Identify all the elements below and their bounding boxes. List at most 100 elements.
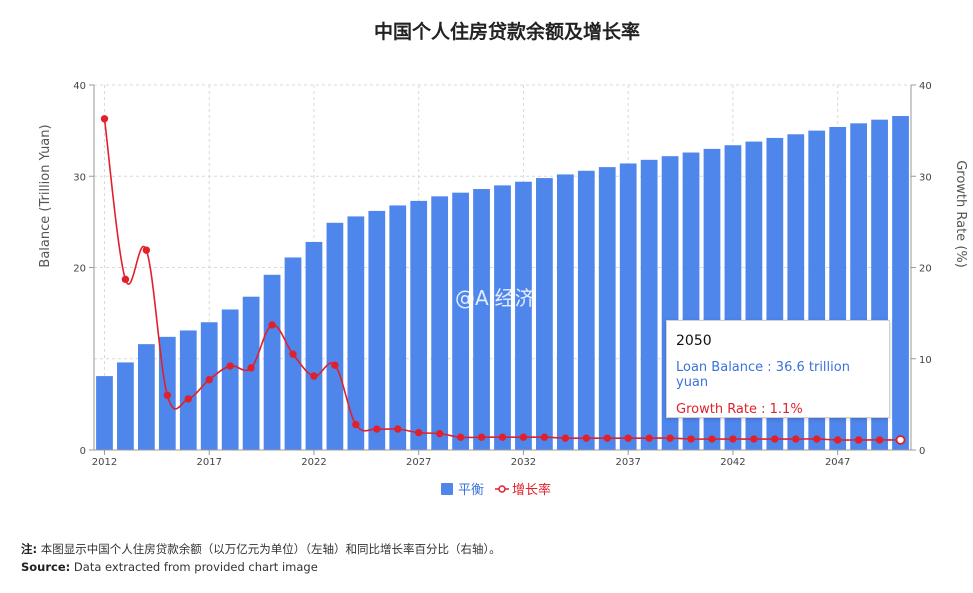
footnote-note-label: 注: bbox=[21, 542, 38, 556]
growth-point-2030[interactable] bbox=[477, 433, 486, 441]
growth-point-2020[interactable] bbox=[268, 321, 276, 329]
growth-point-2047[interactable] bbox=[833, 436, 842, 444]
footnote-source-text: Data extracted from provided chart image bbox=[73, 560, 318, 574]
growth-point-2024[interactable] bbox=[352, 420, 360, 429]
growth-point-2027[interactable] bbox=[415, 428, 423, 437]
footnote-source: Source: Data extracted from provided cha… bbox=[21, 558, 501, 576]
growth-point-2041[interactable] bbox=[708, 435, 716, 443]
bar-2033[interactable] bbox=[536, 178, 553, 450]
footnote-note-text: 本图显示中国个人住房贷款余额（以万亿元为单位）（左轴）和同比增长率百分比（右轴）… bbox=[40, 542, 501, 556]
x-tick-label: 2037 bbox=[615, 457, 640, 468]
x-tick-label: 2032 bbox=[511, 457, 536, 468]
bar-2027[interactable] bbox=[410, 200, 428, 450]
bar-2017[interactable] bbox=[200, 322, 218, 450]
bar-2038[interactable] bbox=[640, 159, 658, 450]
bar-2032[interactable] bbox=[515, 181, 532, 450]
chart-title: 中国个人住房贷款余额及增长率 bbox=[374, 20, 640, 43]
growth-point-2034[interactable] bbox=[561, 434, 570, 442]
right-tick-label: 40 bbox=[919, 81, 932, 92]
footnote-source-label: Source: bbox=[21, 560, 71, 574]
bar-2014[interactable] bbox=[137, 344, 155, 450]
x-tick-label: 2042 bbox=[720, 457, 745, 468]
bar-2018[interactable] bbox=[221, 309, 239, 450]
legend-label-growth[interactable]: 增长率 bbox=[512, 482, 551, 498]
bar-2016[interactable] bbox=[179, 330, 197, 450]
bar-2019[interactable] bbox=[242, 296, 260, 450]
growth-point-2019[interactable] bbox=[247, 364, 255, 372]
bar-2028[interactable] bbox=[431, 196, 449, 450]
growth-point-2038[interactable] bbox=[645, 434, 653, 442]
growth-point-2025[interactable] bbox=[373, 425, 381, 433]
right-tick-label: 10 bbox=[919, 355, 932, 366]
growth-line-path bbox=[103, 118, 901, 441]
bar-2035[interactable] bbox=[577, 170, 595, 450]
growth-point-2018[interactable] bbox=[226, 362, 234, 370]
growth-point-2017[interactable] bbox=[205, 376, 213, 384]
growth-point-2026[interactable] bbox=[394, 425, 402, 433]
bar-2050[interactable] bbox=[892, 116, 909, 451]
growth-point-2022[interactable] bbox=[310, 372, 318, 380]
right-tick-label: 30 bbox=[919, 172, 932, 183]
growth-point-2014[interactable] bbox=[142, 246, 151, 254]
left-tick-label: 40 bbox=[73, 81, 86, 92]
bar-2025[interactable] bbox=[368, 210, 386, 450]
bar-2020[interactable] bbox=[263, 274, 281, 450]
growth-point-2048[interactable] bbox=[854, 436, 863, 444]
growth-point-2036[interactable] bbox=[603, 434, 611, 442]
bar-2024[interactable] bbox=[347, 216, 365, 450]
left-tick-label: 30 bbox=[73, 172, 86, 183]
bar-2036[interactable] bbox=[598, 167, 616, 450]
tooltip-growth: Growth Rate : 1.1% bbox=[676, 402, 803, 417]
growth-point-2015[interactable] bbox=[163, 391, 172, 399]
growth-point-2016[interactable] bbox=[184, 395, 192, 403]
footnote: 注: 本图显示中国个人住房贷款余额（以万亿元为单位）（左轴）和同比增长率百分比（… bbox=[21, 540, 501, 576]
growth-point-2012[interactable] bbox=[100, 115, 109, 123]
bar-series bbox=[96, 116, 909, 451]
growth-line-series bbox=[100, 115, 906, 445]
growth-point-2050[interactable] bbox=[895, 435, 906, 445]
legend[interactable]: 平衡 增长率 bbox=[441, 482, 551, 498]
watermark-text: @AI经济 bbox=[455, 286, 535, 310]
bar-2034[interactable] bbox=[556, 174, 574, 451]
x-tick-label: 2047 bbox=[825, 457, 850, 468]
bar-2026[interactable] bbox=[389, 205, 407, 450]
growth-point-2040[interactable] bbox=[687, 435, 695, 443]
right-axis-ticks: 0 10 20 30 40 bbox=[911, 81, 932, 457]
x-tick-label: 2022 bbox=[301, 457, 326, 468]
bar-2013[interactable] bbox=[117, 362, 134, 450]
growth-point-2045[interactable] bbox=[792, 435, 800, 443]
y2-axis-title: Growth Rate (%) bbox=[953, 160, 968, 268]
growth-point-2032[interactable] bbox=[519, 433, 528, 441]
footnote-note: 注: 本图显示中国个人住房贷款余额（以万亿元为单位）（左轴）和同比增长率百分比（… bbox=[21, 540, 501, 558]
growth-point-2035[interactable] bbox=[582, 434, 590, 442]
growth-point-2033[interactable] bbox=[540, 433, 549, 441]
growth-point-2023[interactable] bbox=[331, 361, 339, 369]
growth-point-2021[interactable] bbox=[289, 350, 297, 358]
growth-point-2029[interactable] bbox=[456, 433, 465, 441]
y-axis-title: Balance (Trillion Yuan) bbox=[38, 124, 53, 267]
growth-point-2013[interactable] bbox=[121, 275, 130, 284]
growth-point-2044[interactable] bbox=[771, 435, 779, 443]
bar-2031[interactable] bbox=[494, 185, 511, 450]
bar-2022[interactable] bbox=[305, 241, 323, 450]
growth-point-2049[interactable] bbox=[875, 436, 884, 444]
bar-2029[interactable] bbox=[452, 192, 469, 451]
growth-point-2031[interactable] bbox=[498, 433, 507, 441]
bar-2037[interactable] bbox=[619, 163, 637, 450]
growth-point-2043[interactable] bbox=[750, 435, 758, 443]
x-tick-label: 2017 bbox=[196, 457, 221, 468]
growth-point-2028[interactable] bbox=[435, 429, 444, 438]
bar-2023[interactable] bbox=[326, 222, 344, 450]
left-axis-ticks: 0 20 30 40 bbox=[73, 81, 94, 457]
bar-2012[interactable] bbox=[96, 376, 113, 450]
right-tick-label: 20 bbox=[919, 264, 932, 275]
growth-point-2042[interactable] bbox=[729, 435, 737, 443]
growth-point-2039[interactable] bbox=[666, 434, 674, 442]
growth-point-2046[interactable] bbox=[813, 435, 821, 443]
legend-bar-swatch bbox=[441, 483, 453, 495]
growth-point-2037[interactable] bbox=[624, 434, 632, 442]
left-tick-label: 0 bbox=[80, 446, 86, 457]
legend-label-balance[interactable]: 平衡 bbox=[458, 483, 484, 498]
bar-2030[interactable] bbox=[473, 189, 490, 450]
